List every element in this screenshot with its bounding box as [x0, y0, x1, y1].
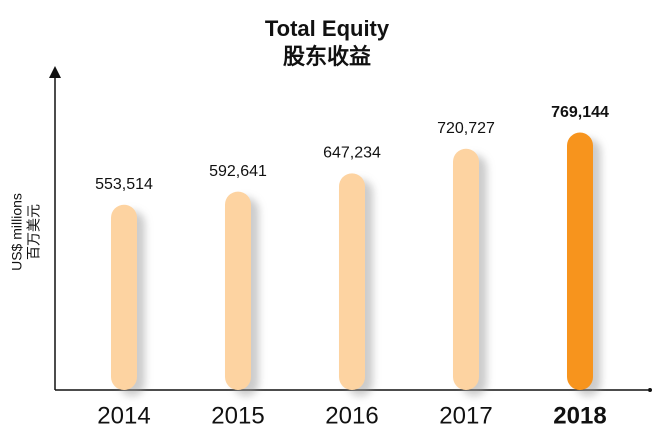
x-tick-label: 2014 — [97, 402, 150, 429]
chart-title: 股东收益 — [283, 44, 371, 69]
data-label: 769,144 — [551, 104, 609, 121]
bar — [111, 204, 137, 390]
data-label: 553,514 — [95, 176, 153, 193]
data-label: 720,727 — [437, 120, 495, 137]
y-axis-label: 百万美元 — [26, 204, 42, 260]
data-label: 647,234 — [323, 145, 381, 162]
data-label: 592,641 — [209, 163, 267, 180]
bar — [225, 191, 251, 390]
x-tick-label: 2018 — [553, 402, 606, 429]
y-axis-label: US$ millions — [9, 193, 25, 271]
bar — [453, 148, 479, 390]
axis-end — [648, 388, 652, 392]
x-tick-label: 2017 — [439, 402, 492, 429]
bar — [339, 173, 365, 390]
chart-title: Total Equity — [265, 16, 390, 41]
x-tick-label: 2016 — [325, 402, 378, 429]
x-tick-label: 2015 — [211, 402, 264, 429]
bar — [567, 132, 593, 390]
